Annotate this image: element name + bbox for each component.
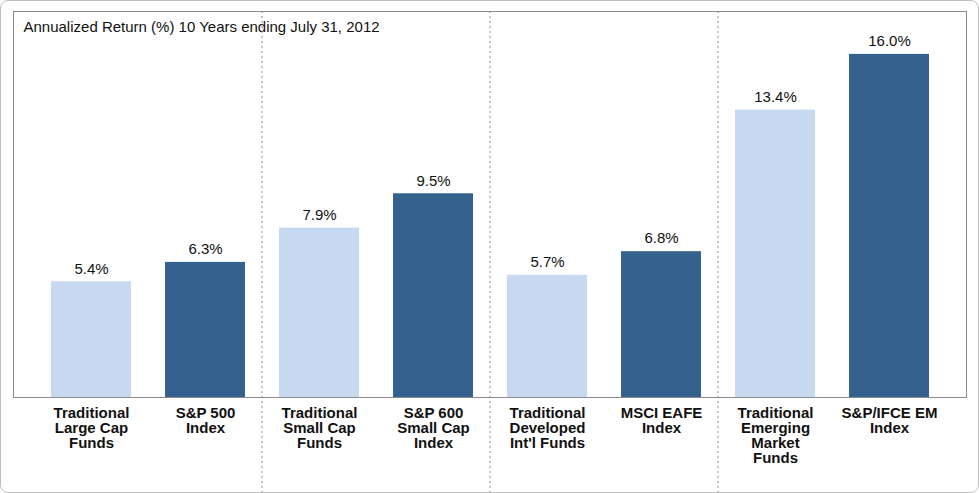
svg-text:TraditionalDevelopedInt'l Fund: TraditionalDevelopedInt'l Funds xyxy=(510,404,586,451)
svg-text:TraditionalSmall CapFunds: TraditionalSmall CapFunds xyxy=(282,404,358,451)
svg-text:5.4%: 5.4% xyxy=(74,260,108,277)
svg-text:9.5%: 9.5% xyxy=(416,172,450,189)
svg-text:MSCI EAFEIndex: MSCI EAFEIndex xyxy=(621,404,703,436)
svg-text:S&P 500Index: S&P 500Index xyxy=(176,404,236,436)
svg-text:Annualized Return (%) 10 Years: Annualized Return (%) 10 Years ending Ju… xyxy=(24,18,380,35)
svg-text:TraditionalLarge CapFunds: TraditionalLarge CapFunds xyxy=(54,404,130,451)
svg-text:6.8%: 6.8% xyxy=(644,229,678,246)
svg-text:S&P 600Small CapIndex: S&P 600Small CapIndex xyxy=(397,404,470,451)
svg-text:5.7%: 5.7% xyxy=(530,253,564,270)
svg-text:TraditionalEmergingMarketFunds: TraditionalEmergingMarketFunds xyxy=(738,404,814,466)
svg-text:7.9%: 7.9% xyxy=(302,206,336,223)
svg-text:S&P/IFCE EMIndex: S&P/IFCE EMIndex xyxy=(842,404,938,436)
svg-text:16.0%: 16.0% xyxy=(868,32,911,49)
svg-text:6.3%: 6.3% xyxy=(188,240,222,257)
svg-text:13.4%: 13.4% xyxy=(754,88,797,105)
